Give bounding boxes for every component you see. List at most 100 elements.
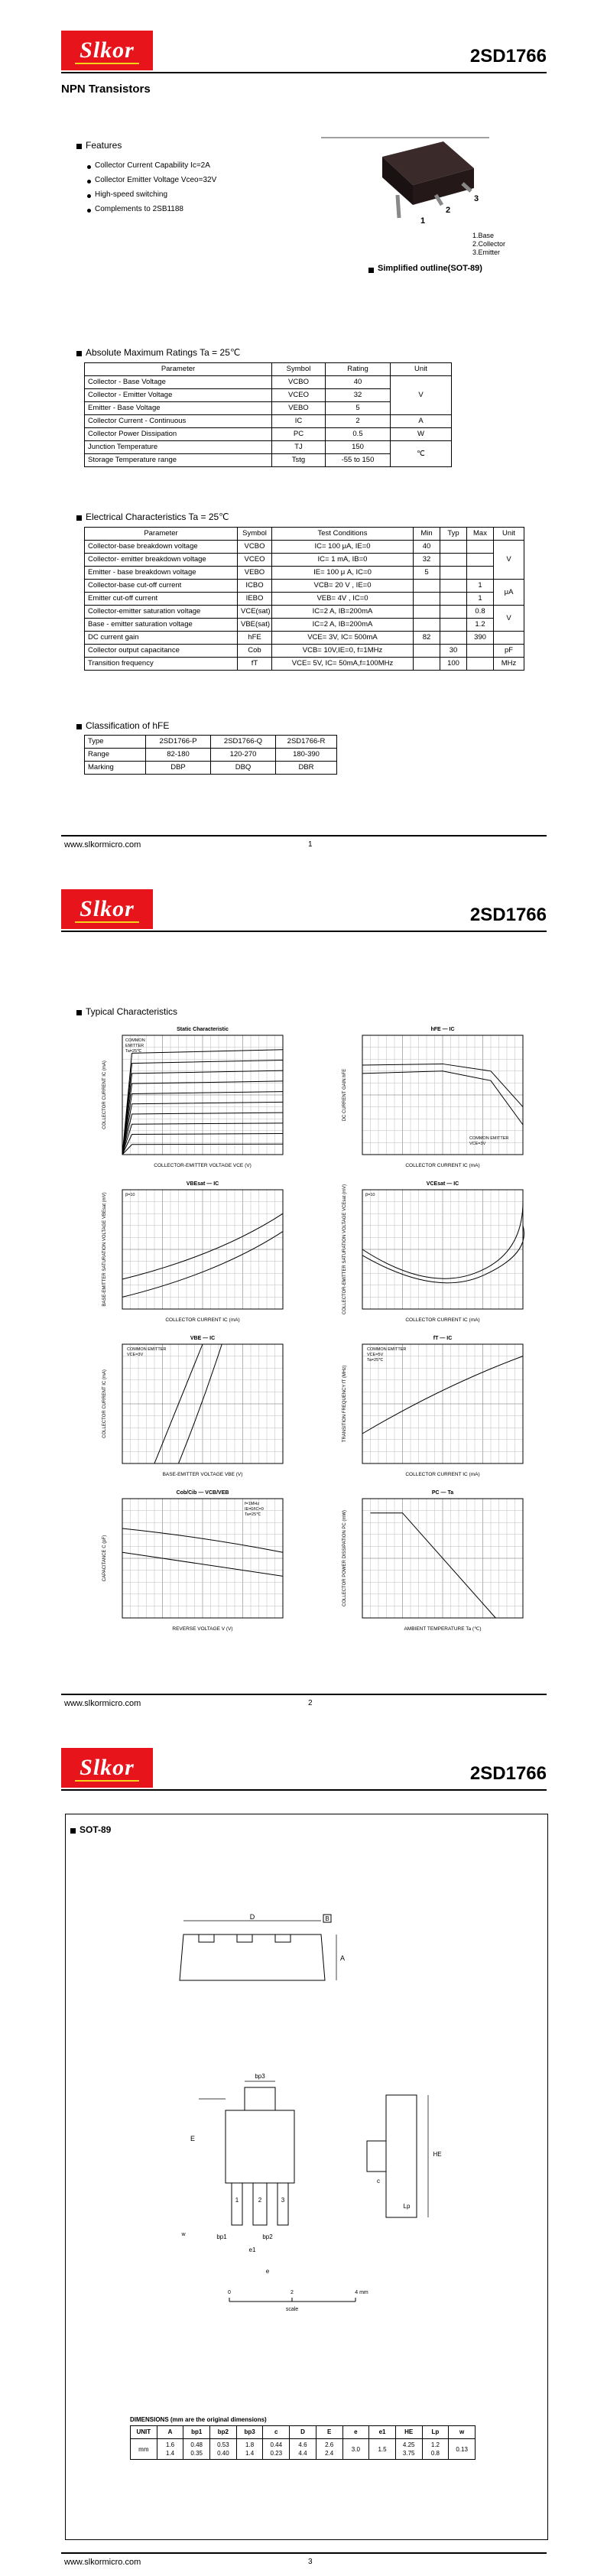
x-axis-label: REVERSE VOLTAGE V (V) xyxy=(172,1626,232,1632)
row: Transition frequency fT VCE= 5V, IC= 50mA,… xyxy=(84,657,524,671)
cell xyxy=(413,644,440,658)
chart-note: VCE=3V xyxy=(469,1142,486,1146)
dimension-label: B xyxy=(325,1915,329,1922)
figure: hFE — IC COLLECTOR CURRENT IC (mA) DC CURR… xyxy=(342,1027,524,1168)
cell: Collector Current - Continuous xyxy=(84,414,272,428)
cell: 32 xyxy=(413,553,440,567)
cell: Collector-base breakdown voltage xyxy=(84,540,238,554)
cell: Junction Temperature xyxy=(84,440,272,454)
x-axis-label: COLLECTOR CURRENT IC (mA) xyxy=(405,1472,479,1477)
cell: IC xyxy=(271,414,326,428)
header-cell: Rating xyxy=(325,362,391,376)
dimension-label: bp2 xyxy=(262,2233,273,2240)
cell xyxy=(440,579,467,593)
value: 3.75 xyxy=(402,2450,415,2457)
row: DC current gain hFE VCE= 3V, IC= 500mA 82 39… xyxy=(84,631,524,645)
dimension-label: 0 xyxy=(228,2290,231,2295)
header-rule xyxy=(61,72,547,73)
header-cell: E xyxy=(315,2425,343,2439)
cell: DBQ xyxy=(210,761,276,775)
curve xyxy=(178,1343,222,1464)
curve xyxy=(362,1225,524,1284)
package-front xyxy=(382,157,413,205)
plot-frame xyxy=(362,1498,524,1619)
chart-note: IE=0/IC=0 xyxy=(245,1507,264,1512)
cell: VEB= 4V , IC=0 xyxy=(271,592,414,606)
header-cell: Symbol xyxy=(271,362,326,376)
bullet xyxy=(76,1010,82,1015)
plot-frame xyxy=(362,1343,524,1464)
header-cell: bp2 xyxy=(209,2425,237,2439)
cell: IC=2 A, IB=200mA xyxy=(271,618,414,632)
dimension-label: e xyxy=(266,2268,270,2275)
header-row: Parameter Symbol Rating Unit xyxy=(84,362,452,376)
dimension-label: HE xyxy=(433,2151,441,2158)
row: Collector Power Dissipation PC 0.5 W xyxy=(84,427,452,441)
cell: fT xyxy=(237,657,272,671)
row: Collector- emitter breakdown voltage VCEO… xyxy=(84,553,524,567)
chart-title: Cob/Cib — VCB/VEB xyxy=(177,1490,229,1496)
y-axis-label: COLLECTOR-EMITTER SATURATION VOLTAGE VCE… xyxy=(342,1184,347,1314)
cell: MHz xyxy=(493,657,524,671)
value: 1.6 xyxy=(165,2441,175,2448)
cell: 120-270 xyxy=(210,748,276,762)
header-cell: Min xyxy=(413,527,440,541)
pin-label: 2 xyxy=(446,206,450,215)
value: 0.8 xyxy=(430,2450,440,2457)
tab xyxy=(198,1934,215,1943)
row: Junction Temperature TJ 150 ℃ xyxy=(84,440,452,467)
header-cell: Unit xyxy=(390,362,452,376)
pin-legend: 2.Collector xyxy=(472,240,506,248)
chart-note: EMITTER xyxy=(125,1044,144,1048)
cell: TJ xyxy=(271,440,326,454)
cell xyxy=(440,540,467,554)
lead xyxy=(252,2182,268,2226)
curve xyxy=(362,1063,524,1107)
dimension-label: E xyxy=(190,2135,195,2142)
row: Collector-base breakdown voltage VCBO IC= … xyxy=(84,540,524,580)
row: Storage Temperature range Tstg -55 to 150 xyxy=(84,453,452,467)
value: 0.48 xyxy=(190,2441,203,2448)
bullet xyxy=(87,194,91,198)
cell: -55 to 150 xyxy=(325,453,391,467)
header-cell: e xyxy=(342,2425,370,2439)
logo: Slkor xyxy=(61,889,153,929)
footer-url: www.slkormicro.com xyxy=(64,2558,141,2567)
cell: VCE= 5V, IC= 50mA,f=100MHz xyxy=(271,657,414,671)
tab xyxy=(274,1934,291,1943)
footer-rule xyxy=(61,1694,547,1695)
cell: Collector- emitter breakdown voltage xyxy=(84,553,238,567)
cell: 390 xyxy=(466,631,494,645)
pin-label: 3 xyxy=(281,2197,285,2204)
dimension-label: A xyxy=(340,1954,345,1962)
cell: V xyxy=(390,375,452,415)
part-number: 2SD1766 xyxy=(469,905,547,925)
curve xyxy=(122,1231,284,1298)
cell: DBP xyxy=(145,761,211,775)
curve xyxy=(362,1356,524,1434)
figure: VBE — IC BASE-EMITTER VOLTAGE VBE (V) COLL… xyxy=(102,1336,284,1477)
feature-item: Collector Emitter Voltage Vceo=32V xyxy=(95,176,217,184)
cell: hFE xyxy=(237,631,272,645)
cell: μA xyxy=(493,579,524,606)
cell: 40 xyxy=(413,540,440,554)
header-cell: Unit xyxy=(493,527,524,541)
chart-title: fT — IC xyxy=(433,1336,453,1341)
cell: 4.25 3.75 xyxy=(394,2438,423,2460)
cell: Emitter - Base Voltage xyxy=(84,401,272,415)
header-cell: e1 xyxy=(368,2425,396,2439)
cell: 1.5 xyxy=(368,2438,396,2460)
chart-note: Ta=25℃ xyxy=(367,1358,384,1363)
bullet xyxy=(368,268,374,273)
cell xyxy=(466,657,494,671)
pin-legend: 1.Base xyxy=(472,232,495,239)
cell: 1.6 1.4 xyxy=(156,2438,184,2460)
value: 1.8 xyxy=(245,2441,255,2448)
pin-label: 1 xyxy=(420,216,425,226)
chart-title: Static Characteristic xyxy=(177,1027,229,1032)
value: 2.4 xyxy=(325,2450,334,2457)
feature-item: High-speed switching xyxy=(95,190,168,199)
cell: ICBO xyxy=(237,579,272,593)
cell: VCB= 20 V , IE=0 xyxy=(271,579,414,593)
section-title: Classification of hFE xyxy=(86,720,170,731)
